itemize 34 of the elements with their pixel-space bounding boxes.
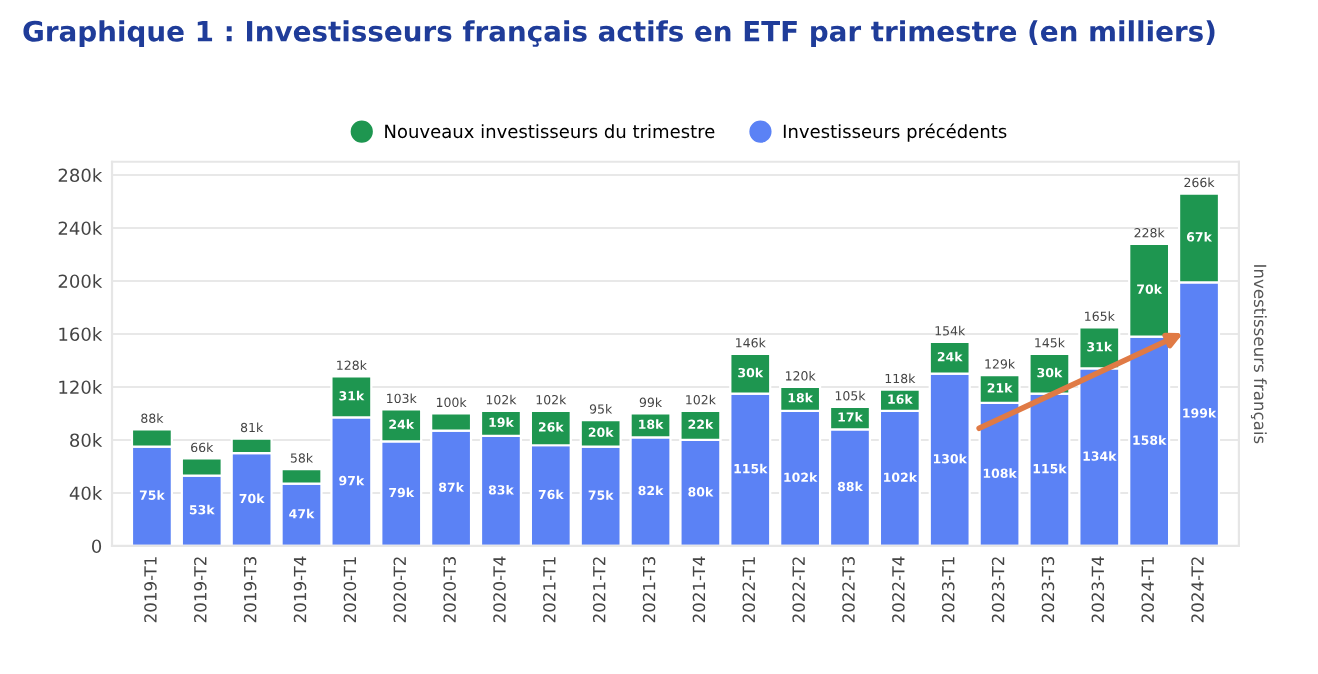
x-tick-label: 2022-T3 (842, 557, 855, 623)
y-tick-label: 40k (69, 486, 103, 501)
y-tick-label: 240k (58, 221, 103, 236)
x-tick-label: 2024-T2 (1191, 557, 1204, 623)
y-tick-label: 200k (58, 274, 103, 289)
x-tick-label: 2022-T2 (792, 557, 805, 623)
x-tick-label: 2023-T1 (941, 557, 955, 623)
x-tick-label: 2021-T1 (543, 557, 556, 623)
y-tick-label: 80k (70, 433, 103, 448)
x-tick-label: 2021-T2 (592, 557, 606, 623)
y-tick-label: 160k (59, 327, 103, 342)
x-tick-label: 2019-T2 (194, 557, 207, 623)
x-tick-label: 2022-T1 (742, 557, 756, 623)
text: Investisseurs français (1250, 265, 1267, 444)
y-tick-label: 280k (58, 168, 103, 183)
x-tick-label: 2020-T3 (443, 557, 456, 623)
x-tick-label: 2023-T4 (1091, 556, 1105, 623)
y-tick-label: 120k (59, 380, 103, 395)
x-tick-label: 2021-T4 (692, 556, 706, 623)
x-tick-label: 2020-T2 (393, 557, 407, 623)
x-tick-label: 2021-T3 (642, 557, 656, 623)
x-tick-label: 2022-T4 (892, 556, 905, 623)
legend-label: Nouveaux investisseurs du trimestre (385, 124, 715, 139)
x-tick-label: 2023-T3 (1041, 557, 1055, 623)
x-tick-label: 2019-T1 (144, 557, 157, 623)
legend-label: Investisseurs précédents (783, 123, 1007, 142)
x-tick-label: 2023-T2 (991, 557, 1005, 623)
x-tick-label: 2019-T4 (293, 556, 307, 623)
x-tick-label: 2019-T3 (243, 557, 257, 623)
x-tick-label: 2024-T1 (1141, 557, 1154, 623)
chart-title: Graphique 1 : Investisseurs français actifs en ETF par trimestre (en milliers) (23, 20, 1215, 48)
x-tick-label: 2020-T1 (343, 557, 357, 623)
x-tick-label: 2020-T4 (493, 556, 506, 623)
y-tick-label: 0 (92, 539, 102, 554)
